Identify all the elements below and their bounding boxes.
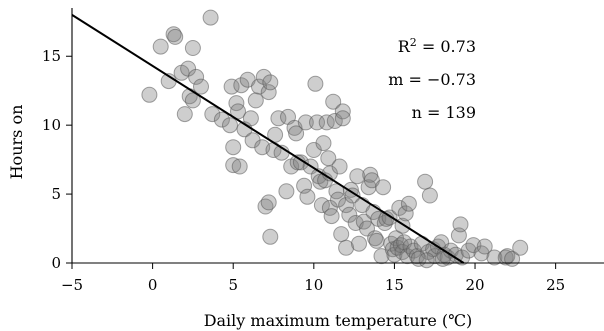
data-point — [307, 75, 324, 92]
slope-label: m = −0.73 — [388, 70, 476, 89]
data-point — [242, 110, 259, 127]
data-point — [167, 28, 184, 45]
data-point — [165, 26, 182, 43]
r-squared-label: R2 = 0.73 — [398, 36, 476, 57]
data-point — [233, 77, 250, 94]
data-point — [367, 230, 384, 247]
data-point — [288, 125, 305, 142]
data-point — [375, 179, 392, 196]
data-point — [315, 135, 332, 152]
data-point — [338, 239, 355, 256]
x-tick-label: 5 — [228, 276, 238, 294]
data-point — [255, 68, 272, 85]
x-tick-label: 0 — [148, 276, 158, 294]
data-point — [213, 111, 230, 128]
x-tick-label: 15 — [385, 276, 404, 294]
data-point — [222, 117, 238, 134]
r-squared-symbol: R — [398, 37, 411, 56]
data-point — [225, 139, 242, 156]
data-point — [262, 74, 279, 91]
x-tick-label: 10 — [304, 276, 323, 294]
data-point — [318, 114, 335, 131]
x-tick-label: 20 — [465, 276, 484, 294]
y-tick-label: 10 — [42, 116, 61, 134]
sample-size-label: n = 139 — [412, 103, 476, 122]
y-axis-title: Hours on — [7, 105, 26, 180]
data-point — [260, 84, 277, 101]
data-point — [330, 191, 346, 208]
data-point — [247, 92, 264, 109]
data-point — [260, 194, 277, 211]
data-point — [188, 68, 205, 85]
data-point — [184, 40, 201, 56]
y-tick-label: 5 — [51, 185, 61, 203]
data-point — [349, 168, 366, 185]
data-point — [421, 187, 438, 204]
data-point — [341, 206, 358, 223]
data-point — [267, 126, 284, 143]
data-point — [193, 78, 209, 95]
data-point — [334, 110, 351, 127]
x-axis-title: Daily maximum temperature (℃) — [204, 311, 473, 330]
r-squared-value: = 0.73 — [417, 37, 476, 56]
data-point — [297, 114, 314, 131]
data-point — [176, 106, 193, 123]
data-point — [331, 158, 348, 175]
data-point — [333, 226, 350, 243]
data-point — [278, 183, 295, 200]
r-squared-superscript: 2 — [410, 36, 417, 49]
stats-annotation: R2 = 0.73 m = −0.73 n = 139 — [388, 36, 476, 123]
data-point — [325, 93, 342, 110]
data-point — [202, 9, 219, 26]
data-point — [152, 38, 169, 55]
y-tick-label: 15 — [42, 47, 61, 65]
x-axis-ticks: −5 0 5 10 15 20 25 — [61, 263, 565, 294]
data-point — [351, 235, 367, 252]
data-point — [323, 208, 340, 225]
y-axis-ticks: 0 5 10 15 — [42, 47, 72, 272]
data-point — [452, 216, 469, 233]
x-tick-label: 25 — [546, 276, 565, 294]
y-tick-label: 0 — [51, 254, 61, 272]
data-point — [368, 232, 385, 249]
data-point — [262, 228, 279, 245]
data-point — [400, 195, 417, 212]
data-point — [225, 157, 242, 174]
data-point — [299, 188, 316, 205]
data-point — [418, 252, 435, 269]
data-point — [512, 239, 529, 256]
data-point — [391, 199, 408, 216]
data-point — [184, 92, 201, 109]
data-point — [499, 248, 516, 265]
data-point — [141, 86, 158, 103]
data-point — [334, 103, 351, 120]
data-point — [344, 187, 361, 204]
x-tick-label: −5 — [61, 276, 83, 294]
data-point — [180, 60, 197, 77]
data-point — [231, 158, 248, 175]
data-point — [338, 197, 355, 214]
data-point — [417, 173, 434, 190]
regression-line — [71, 14, 465, 264]
data-point — [486, 249, 503, 266]
data-point — [397, 205, 414, 222]
data-point — [476, 238, 493, 255]
data-point — [204, 106, 221, 123]
